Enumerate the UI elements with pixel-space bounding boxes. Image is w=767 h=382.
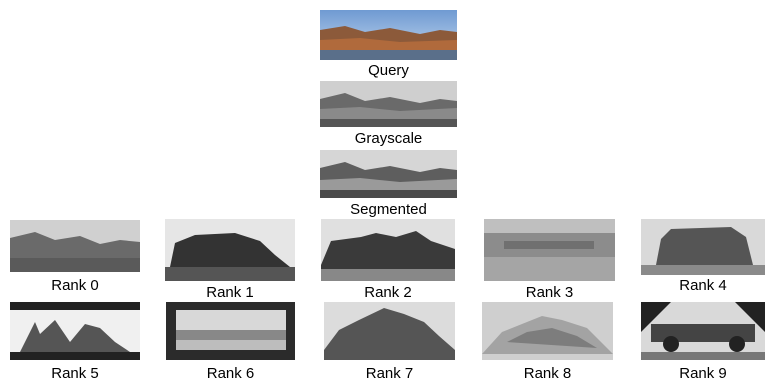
query-label: Query [368,62,409,79]
rank-3-label: Rank 3 [525,284,574,301]
rank-7-label: Rank 7 [365,365,414,382]
segmented-label: Segmented [350,201,427,218]
rank-0-image [10,220,140,272]
rank-1-image [165,219,295,281]
rank-6-image [166,302,295,360]
query-image [320,10,457,60]
rank-9-image [641,302,765,360]
rank-4-image [641,219,765,275]
rank-3-image [484,219,615,281]
rank-7-image [324,302,455,360]
rank-1-label: Rank 1 [206,284,254,301]
rank-6-label: Rank 6 [206,365,255,382]
rank-8-label: Rank 8 [523,365,572,382]
grayscale-image [320,81,457,127]
rank-8-image [482,302,613,360]
rank-5-image [10,302,140,360]
rank-0-label: Rank 0 [51,277,99,294]
segmented-image [320,150,457,198]
grayscale-label: Grayscale [354,130,423,147]
rank-2-image [321,219,455,281]
rank-9-label: Rank 9 [679,365,727,382]
rank-5-label: Rank 5 [51,365,99,382]
rank-4-label: Rank 4 [679,277,727,294]
rank-2-label: Rank 2 [364,284,412,301]
